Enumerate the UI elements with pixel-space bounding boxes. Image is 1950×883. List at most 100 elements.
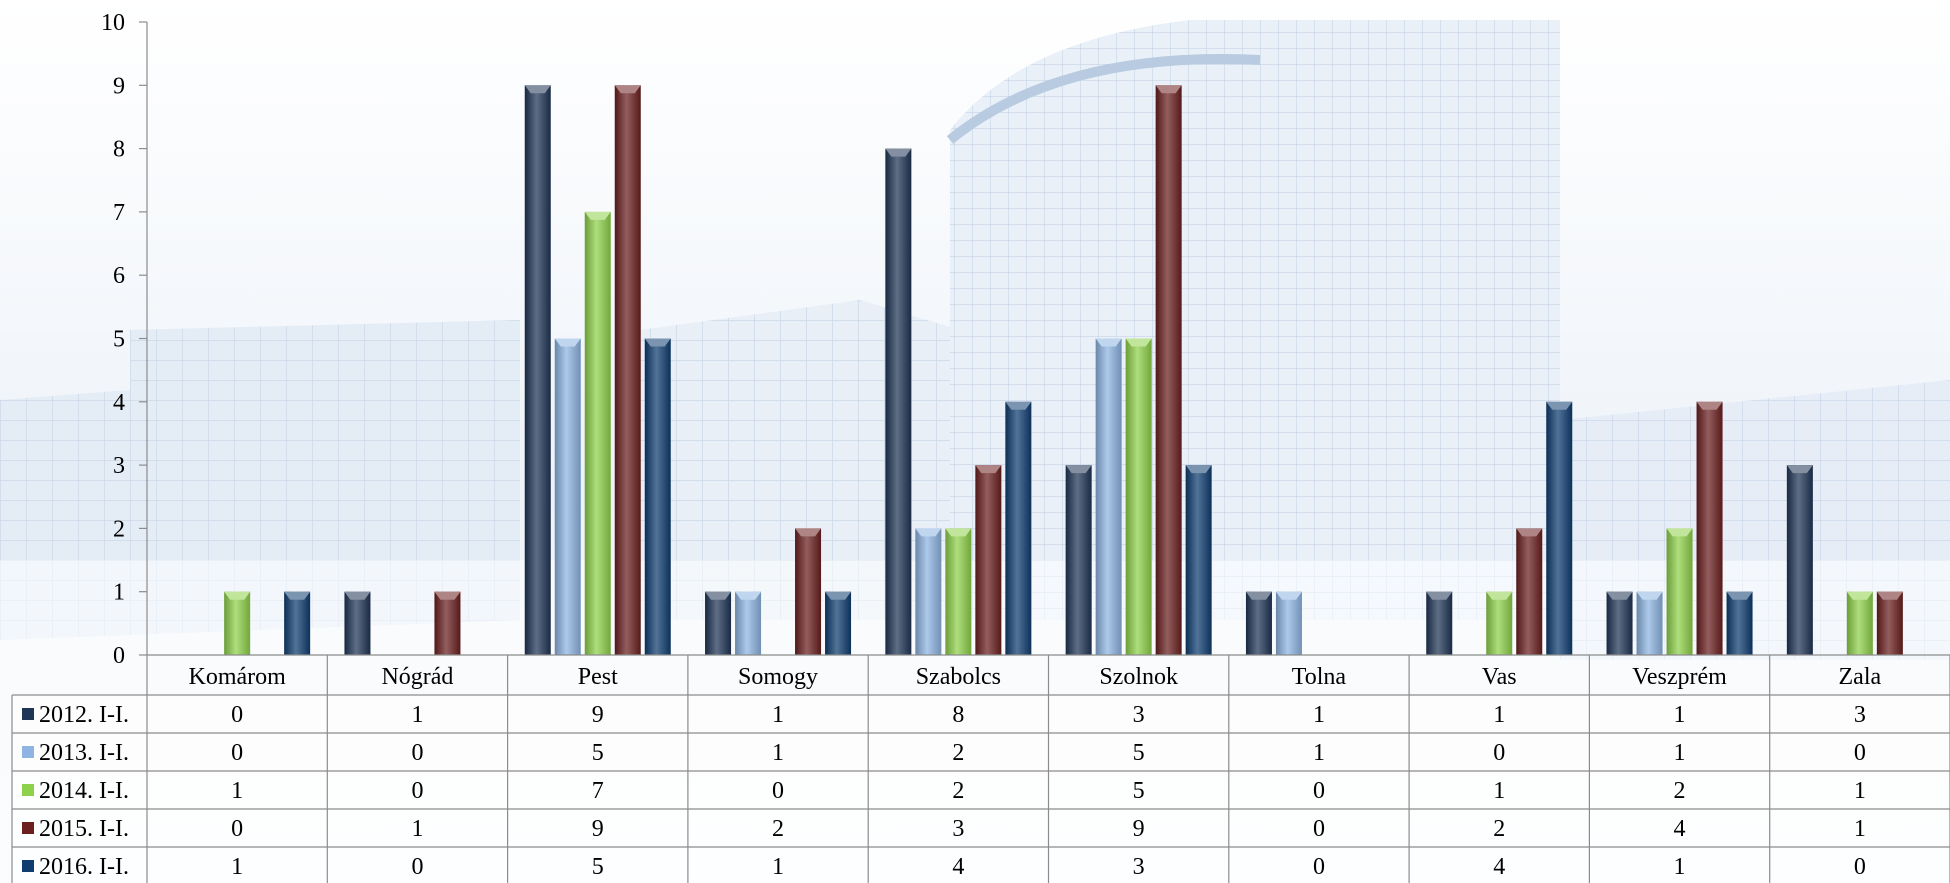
y-tick-label: 5 — [113, 327, 125, 353]
legend-swatch — [22, 708, 34, 720]
bar-cap — [1155, 85, 1182, 94]
table-cell: 3 — [1133, 854, 1145, 880]
bar-2012-8 — [1606, 591, 1633, 655]
bar-cap — [795, 528, 822, 537]
table-cell: 5 — [592, 854, 604, 880]
y-tick-label: 6 — [113, 263, 125, 289]
data-table: Komárom Nógrád Pest Somogy Szabolcs Szolnok To… — [11, 654, 1950, 883]
category-label: Szabolcs — [916, 664, 1001, 690]
bar-cap — [1546, 401, 1573, 410]
bar-2013-4 — [915, 528, 942, 655]
bar-cap — [1846, 591, 1873, 600]
table-cell: 1 — [1674, 702, 1686, 728]
bar-cap — [825, 591, 852, 600]
table-cell: 0 — [231, 816, 243, 842]
bar-2014-4 — [945, 528, 972, 655]
table-cell: 1 — [231, 854, 243, 880]
legend-label: 2015. I-I. — [39, 816, 129, 842]
bar-cap — [1125, 338, 1152, 347]
bar-2016-2 — [644, 338, 671, 655]
table-cell: 0 — [772, 778, 784, 804]
y-tick-label: 2 — [113, 516, 125, 542]
table-cell: 1 — [1313, 740, 1325, 766]
category-label: Zala — [1839, 664, 1882, 690]
bar-cap — [224, 591, 251, 600]
bar-2012-6 — [1245, 591, 1272, 655]
table-cell: 2 — [952, 740, 964, 766]
bar-cap — [614, 85, 641, 94]
table-cell: 4 — [1493, 854, 1505, 880]
bar-2013-2 — [554, 338, 581, 655]
bar-2013-3 — [735, 591, 762, 655]
category-label: Vas — [1482, 664, 1517, 690]
table-cell: 5 — [1133, 740, 1145, 766]
table-cell: 5 — [1133, 778, 1145, 804]
bar-cap — [885, 148, 912, 157]
table-cell: 1 — [772, 740, 784, 766]
bar-2015-4 — [975, 465, 1002, 655]
bars-layer — [224, 85, 1903, 656]
bar-cap — [1486, 591, 1513, 600]
y-tick-label: 3 — [113, 453, 125, 479]
bar-cap — [434, 591, 461, 600]
bar-cap — [1426, 591, 1453, 600]
bar-cap — [1606, 591, 1633, 600]
table-cell: 1 — [772, 702, 784, 728]
bar-2014-2 — [584, 211, 611, 655]
table-cell: 3 — [1133, 702, 1145, 728]
bar-cap — [915, 528, 942, 537]
category-label: Somogy — [738, 664, 818, 690]
table-cell: 1 — [1674, 740, 1686, 766]
legend-swatch — [22, 860, 34, 872]
legend-label: 2013. I-I. — [39, 740, 129, 766]
bar-cap — [644, 338, 671, 347]
table-cell: 3 — [952, 816, 964, 842]
y-tick-label: 7 — [113, 200, 125, 226]
table-cell: 0 — [1854, 740, 1866, 766]
table-cell: 0 — [231, 740, 243, 766]
bar-cap — [1275, 591, 1302, 600]
legend-label: 2012. I-I. — [39, 702, 129, 728]
bar-2012-3 — [705, 591, 732, 655]
y-tick-label: 4 — [113, 390, 125, 416]
bar-2014-7 — [1486, 591, 1513, 655]
bar-cap — [1185, 465, 1212, 474]
table-cell: 0 — [1313, 778, 1325, 804]
bar-2014-0 — [224, 591, 251, 655]
category-label: Veszprém — [1632, 664, 1727, 690]
bar-cap — [1786, 465, 1813, 474]
bar-2012-5 — [1065, 465, 1092, 655]
bar-2014-8 — [1666, 528, 1693, 655]
table-cell: 1 — [411, 702, 423, 728]
bar-cap — [1095, 338, 1122, 347]
table-cell: 2 — [1674, 778, 1686, 804]
category-label: Pest — [578, 664, 618, 690]
bar-2016-4 — [1005, 401, 1032, 655]
table-cell: 1 — [411, 816, 423, 842]
table-cell: 0 — [411, 778, 423, 804]
bar-cap — [554, 338, 581, 347]
y-tick-label: 8 — [113, 137, 125, 163]
table-cell: 1 — [1854, 816, 1866, 842]
bar-cap — [584, 211, 611, 220]
table-cell: 3 — [1854, 702, 1866, 728]
bar-2014-9 — [1846, 591, 1873, 655]
category-label: Komárom — [188, 664, 286, 690]
table-cell: 0 — [411, 740, 423, 766]
table-cell: 0 — [411, 854, 423, 880]
legend-swatch — [22, 746, 34, 758]
table-cell: 0 — [1493, 740, 1505, 766]
table-cell: 9 — [1133, 816, 1145, 842]
table-cell: 0 — [1313, 816, 1325, 842]
table-cell: 1 — [231, 778, 243, 804]
bar-2016-5 — [1185, 465, 1212, 655]
table-cell: 1 — [772, 854, 784, 880]
table-cell: 1 — [1493, 778, 1505, 804]
bar-2012-1 — [344, 591, 371, 655]
category-label: Tolna — [1292, 664, 1347, 690]
bar-2014-5 — [1125, 338, 1152, 655]
bar-2015-8 — [1696, 401, 1723, 655]
bar-2016-7 — [1546, 401, 1573, 655]
bar-2012-2 — [524, 85, 551, 656]
